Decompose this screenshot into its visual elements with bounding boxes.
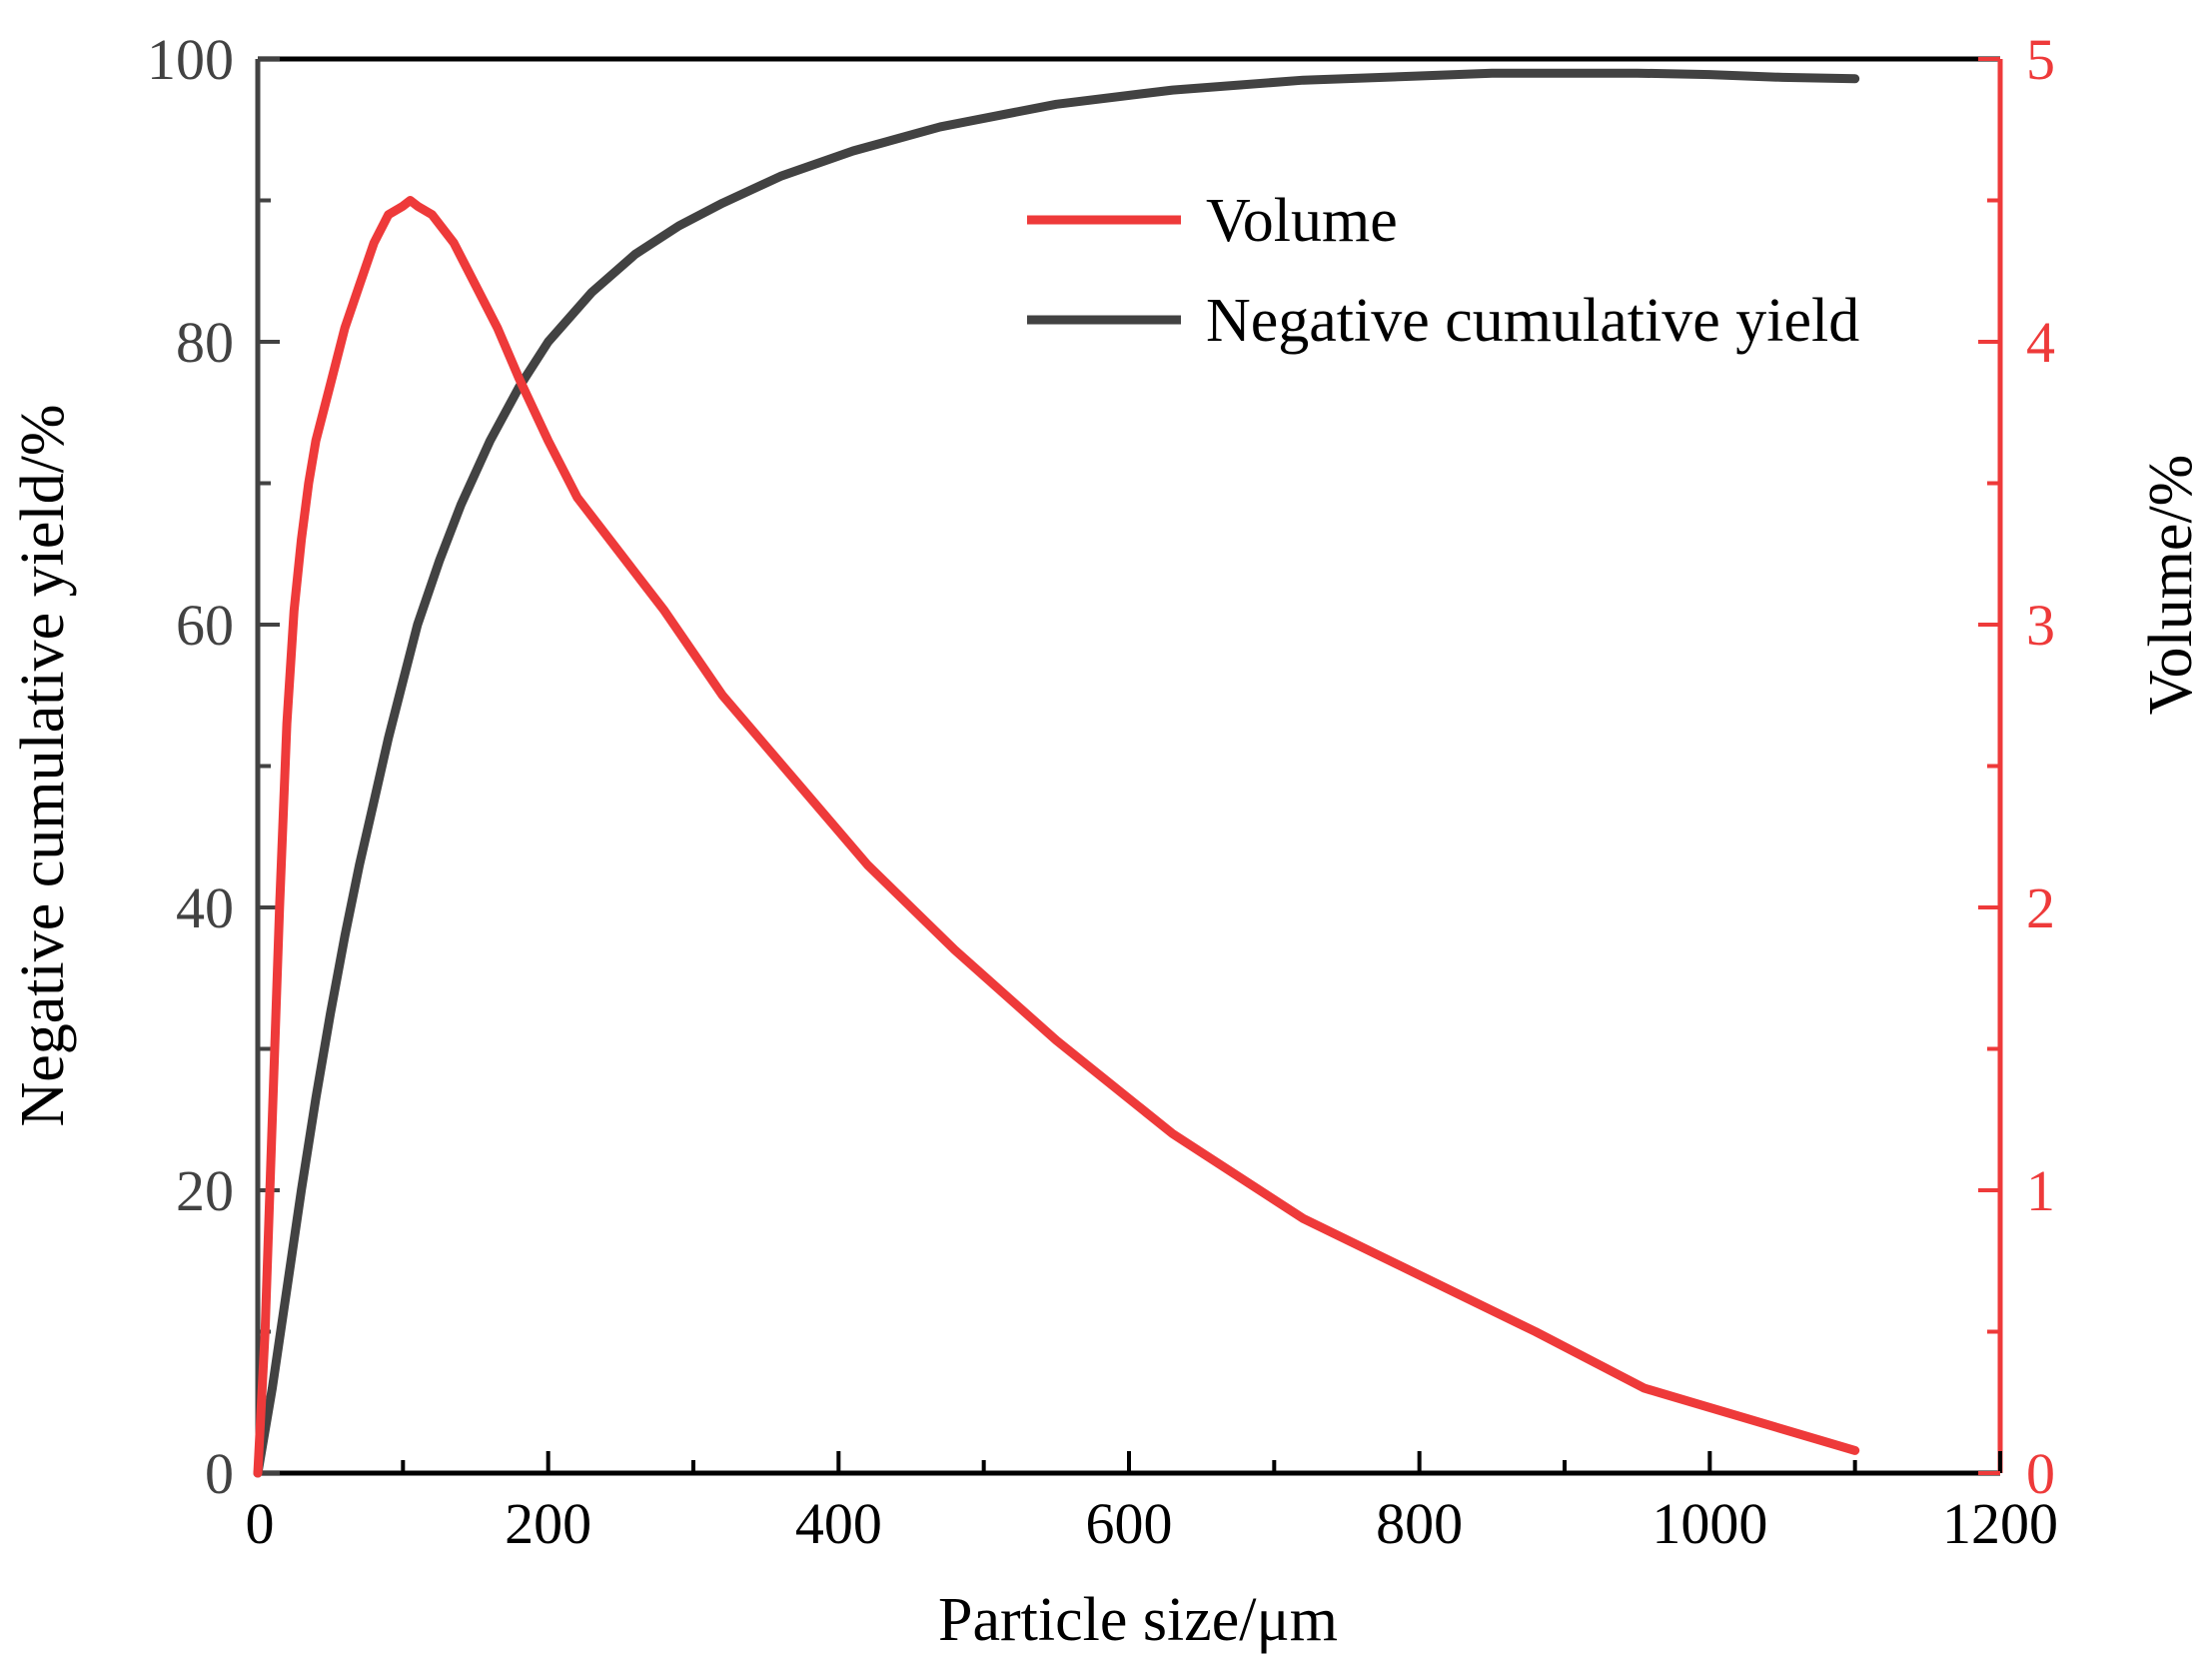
y-left-tick-label-0: 0: [205, 1441, 234, 1506]
y-right-tick-label-3: 3: [2026, 593, 2055, 658]
y-left-tick-label-40: 40: [176, 875, 234, 940]
x-tick-label-1200: 1200: [1942, 1491, 2058, 1556]
right-y-axis-title: Volume/%: [2137, 455, 2205, 716]
legend: Volume Negative cumulative yield: [1027, 187, 1859, 355]
x-tick-label-400: 400: [795, 1491, 882, 1556]
x-tick-label-1000: 1000: [1652, 1491, 1767, 1556]
legend-label-volume: Volume: [1206, 187, 1398, 255]
x-tick-label-600: 600: [1086, 1491, 1173, 1556]
y-left-tick-label-60: 60: [176, 593, 234, 658]
left-y-axis-title: Negative cumulative yield/%: [9, 404, 77, 1126]
y-right-tick-label-5: 5: [2026, 27, 2055, 92]
y-left-tick-label-20: 20: [176, 1158, 234, 1223]
legend-label-negative-cumulative-yield: Negative cumulative yield: [1206, 287, 1859, 355]
series-line-volume: [253, 196, 1860, 1478]
x-tick-label-800: 800: [1376, 1491, 1463, 1556]
y-left-tick-label-80: 80: [176, 310, 234, 375]
x-tick-label-0: 0: [246, 1491, 275, 1556]
x-tick-label-200: 200: [505, 1491, 591, 1556]
y-right-tick-label-1: 1: [2026, 1158, 2055, 1223]
y-right-tick-label-4: 4: [2026, 310, 2055, 375]
series-line-negative-cumulative-yield: [253, 68, 1860, 1478]
y-right-tick-label-2: 2: [2026, 875, 2055, 940]
y-right-tick-label-0: 0: [2026, 1441, 2055, 1506]
x-axis-title: Particle size/μm: [938, 1586, 1338, 1654]
y-left-tick-label-100: 100: [147, 27, 234, 92]
axis-ticks: [256, 57, 2002, 1475]
